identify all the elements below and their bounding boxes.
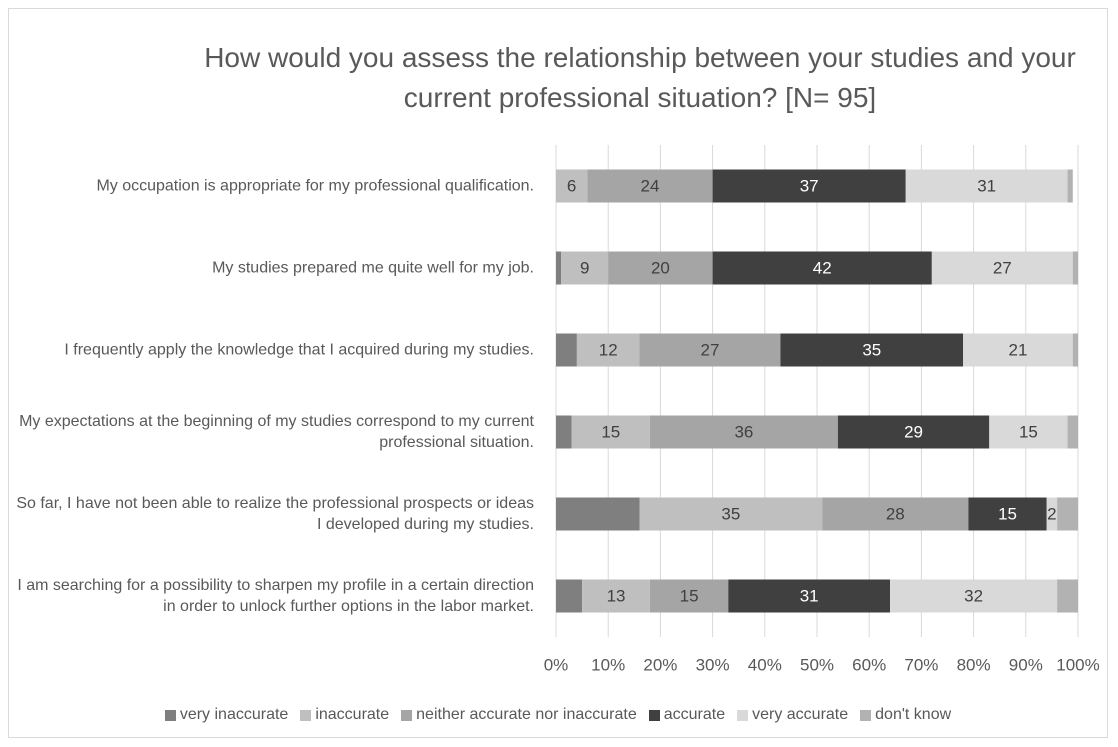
- data-label: 32: [964, 586, 983, 605]
- data-label: 12: [599, 340, 618, 359]
- chart-frame: [8, 8, 1108, 738]
- category-label: I am searching for a possibility to shar…: [17, 577, 534, 615]
- bar-segment: [963, 333, 1073, 367]
- bar-segment: [890, 579, 1058, 613]
- bar-segment: [1046, 497, 1058, 531]
- bar-segment: [728, 579, 891, 613]
- legend: very inaccurate inaccurate neither accurat…: [8, 706, 1108, 724]
- legend-item: don't know: [860, 706, 951, 724]
- bar-segment: [587, 169, 713, 203]
- data-label: 9: [580, 258, 589, 277]
- data-label: 27: [993, 258, 1012, 277]
- bar-segment: [1067, 169, 1073, 203]
- bar-segment: [712, 251, 932, 285]
- legend-swatch: [737, 709, 749, 721]
- bar-segment: [822, 497, 969, 531]
- x-tick-label: 60%: [852, 655, 886, 674]
- x-tick-label: 100%: [1056, 655, 1099, 674]
- data-label: 35: [721, 504, 740, 523]
- bar-segment: [556, 169, 588, 203]
- data-label: 21: [1009, 340, 1028, 359]
- data-label: 35: [862, 340, 881, 359]
- category-label: So far, I have not been able to realize …: [16, 495, 534, 533]
- bar-segment: [649, 579, 729, 613]
- x-tick-label: 70%: [904, 655, 938, 674]
- x-tick-label: 40%: [748, 655, 782, 674]
- x-tick-label: 20%: [643, 655, 677, 674]
- x-tick-label: 30%: [696, 655, 730, 674]
- data-label: 13: [607, 586, 626, 605]
- bar-segment: [561, 251, 609, 285]
- legend-label: very inaccurate: [179, 706, 289, 723]
- legend-label: don't know: [875, 706, 952, 723]
- bar-segment: [582, 579, 650, 613]
- bar-segment: [556, 251, 562, 285]
- category-label: My studies prepared me quite well for my…: [212, 259, 534, 277]
- bar-segment: [556, 579, 583, 613]
- bar-segment: [968, 497, 1047, 531]
- data-label: 20: [651, 258, 670, 277]
- bar-segment: [649, 415, 838, 449]
- legend-item: accurate: [648, 706, 726, 724]
- legend-swatch: [300, 709, 312, 721]
- x-tick-label: 50%: [800, 655, 834, 674]
- legend-item: very inaccurate: [164, 706, 289, 724]
- bar-segment: [1072, 251, 1078, 285]
- category-label: I frequently apply the knowledge that I …: [64, 341, 534, 359]
- data-label: 6: [567, 176, 576, 195]
- bar-segment: [556, 333, 577, 367]
- bar-segment: [556, 497, 640, 531]
- x-tick-label: 90%: [1009, 655, 1043, 674]
- data-label: 31: [977, 176, 996, 195]
- data-label: 28: [886, 504, 905, 523]
- legend-swatch: [648, 709, 660, 721]
- data-label: 36: [734, 422, 753, 441]
- bar-segment: [905, 169, 1068, 203]
- data-label: 31: [800, 586, 819, 605]
- legend-label: accurate: [663, 706, 726, 723]
- legend-swatch: [164, 709, 176, 721]
- x-tick-label: 10%: [591, 655, 625, 674]
- data-label: 29: [904, 422, 923, 441]
- bar-segment: [1067, 415, 1078, 449]
- data-label: 24: [640, 176, 659, 195]
- bar-segment: [712, 169, 906, 203]
- legend-item: very accurate: [737, 706, 848, 724]
- data-label: 15: [1019, 422, 1038, 441]
- data-label: 15: [998, 504, 1017, 523]
- category-label: My occupation is appropriate for my prof…: [96, 177, 534, 195]
- legend-swatch: [860, 709, 872, 721]
- data-label: 15: [680, 586, 699, 605]
- chart-title: How would you assess the relationship be…: [204, 42, 1076, 113]
- legend-item: inaccurate: [300, 706, 389, 724]
- bar-segment: [571, 415, 650, 449]
- data-label: 2: [1047, 504, 1056, 523]
- bar-segment: [1072, 333, 1078, 367]
- bar-segment: [608, 251, 713, 285]
- bar-segment: [639, 497, 823, 531]
- bar-segment: [989, 415, 1068, 449]
- category-label: My expectations at the beginning of my s…: [19, 413, 534, 451]
- data-label: 15: [601, 422, 620, 441]
- legend-label: neither accurate nor inaccurate: [416, 706, 637, 723]
- legend-item: neither accurate nor inaccurate: [401, 706, 637, 724]
- bar-segment: [639, 333, 781, 367]
- x-tick-label: 0%: [544, 655, 569, 674]
- bar-segment: [931, 251, 1073, 285]
- bar-segment: [780, 333, 964, 367]
- bar-segment: [837, 415, 990, 449]
- bar-segment: [556, 415, 572, 449]
- data-label: 27: [701, 340, 720, 359]
- legend-label: very accurate: [752, 706, 849, 723]
- bar-segment: [576, 333, 640, 367]
- data-label: 37: [800, 176, 819, 195]
- legend-swatch: [401, 709, 413, 721]
- x-tick-label: 80%: [957, 655, 991, 674]
- bar-segment: [1057, 497, 1078, 531]
- data-label: 42: [813, 258, 832, 277]
- bar-segment: [1057, 579, 1078, 613]
- legend-label: inaccurate: [315, 706, 390, 723]
